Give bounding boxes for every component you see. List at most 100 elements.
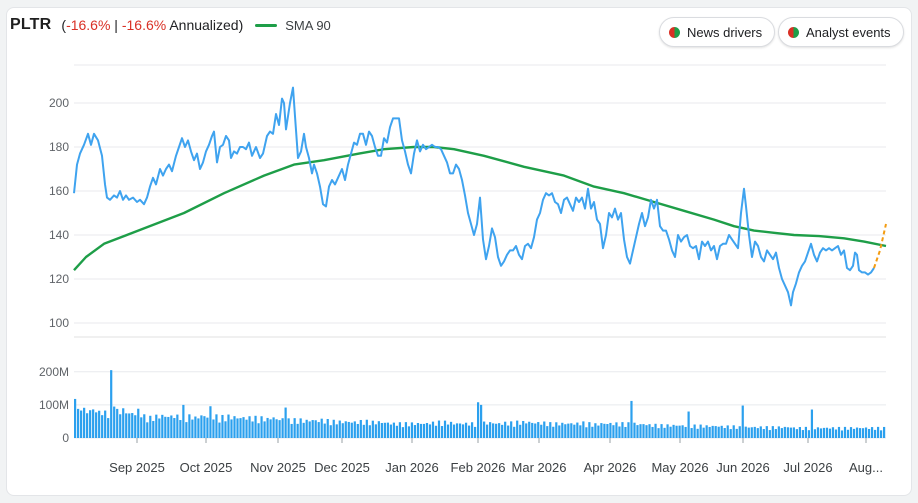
chart-header: PLTR (-16.6% | -16.6% Annualized) SMA 90 (10, 15, 331, 35)
volume-bar (831, 427, 835, 438)
volume-bar (519, 424, 522, 438)
volume-bar (134, 415, 137, 438)
x-tick-label: Oct 2025 (180, 460, 233, 475)
volume-bar (365, 419, 368, 438)
volume-bar (750, 427, 753, 438)
volume-bar (582, 421, 585, 438)
volume-bar (627, 422, 630, 438)
annualized-value: -16.6% (121, 17, 167, 33)
price-tick-label: 200 (49, 96, 69, 110)
volume-bar (525, 423, 528, 438)
volume-bar (744, 426, 747, 438)
volume-bar (314, 420, 317, 438)
volume-bar (254, 415, 257, 438)
volume-bar (167, 416, 170, 438)
x-tick-label: Feb 2026 (451, 460, 506, 475)
x-tick-label: Sep 2025 (109, 460, 165, 475)
volume-bar (119, 414, 122, 438)
volume-bar (753, 426, 756, 438)
volume-bar (425, 423, 429, 438)
volume-bar (663, 427, 666, 438)
volume-bar (567, 423, 570, 438)
volume-bar (146, 422, 149, 438)
volume-bar (428, 424, 432, 438)
volume-bar (579, 425, 582, 438)
volume-bar (473, 426, 477, 438)
volume-bar (392, 422, 395, 438)
volume-bar (476, 402, 480, 438)
news-drivers-label: News drivers (687, 24, 763, 40)
volume-bar (690, 428, 693, 438)
volume-bar (329, 425, 332, 438)
volume-bar (86, 413, 89, 438)
volume-bar (741, 405, 744, 438)
volume-bar (77, 408, 80, 438)
volume-bar (603, 423, 606, 438)
volume-bar (504, 421, 507, 438)
volume-bar (765, 426, 768, 438)
volume-bar (669, 426, 672, 438)
volume-bar (236, 418, 239, 438)
volume-bar (317, 422, 320, 438)
volume-bar (615, 422, 618, 438)
volume-bar (332, 419, 335, 438)
price-tick-label: 180 (49, 140, 69, 154)
analyst-events-button[interactable]: Analyst events (778, 17, 904, 47)
volume-bar (320, 418, 323, 438)
analyst-events-icon (788, 26, 799, 38)
volume-bar (693, 424, 696, 438)
volume-bar (591, 426, 594, 438)
sma-legend-swatch (255, 23, 278, 27)
volume-bar (293, 418, 296, 438)
volume-bar (780, 428, 783, 438)
volume-bar (83, 407, 86, 438)
volume-bar (558, 425, 561, 438)
volume-bar (585, 427, 588, 438)
volume-bar (876, 426, 880, 438)
volume-bar (215, 414, 218, 438)
volume-bar (696, 428, 699, 438)
volume-bar (645, 425, 648, 438)
volume-bar (711, 425, 714, 438)
volume-bar (212, 419, 215, 438)
volume-bar (510, 421, 513, 438)
volume-bar (870, 427, 874, 438)
volume-bar (185, 422, 188, 438)
volume-bar (678, 425, 681, 438)
volume-bar (113, 406, 116, 438)
sma-90-line (73, 145, 887, 272)
volume-bar (218, 422, 221, 438)
volume-bar (143, 414, 146, 438)
volume-bar (275, 419, 278, 438)
volume-bar (840, 430, 844, 438)
volume-bar (206, 417, 209, 438)
volume-bar (410, 422, 414, 438)
volume-bar (555, 422, 558, 438)
volume-bar (182, 404, 185, 438)
volume-bar (347, 421, 350, 438)
volume-bar (621, 422, 624, 438)
volume-bar (290, 423, 293, 438)
volume-bar (233, 416, 236, 438)
volume-bar (636, 425, 639, 438)
volume-bar (771, 426, 774, 438)
volume-bar (819, 428, 823, 438)
volume-bar (702, 427, 705, 438)
news-drivers-button[interactable]: News drivers (659, 17, 776, 47)
volume-bar (173, 418, 176, 438)
volume-bar (774, 429, 777, 438)
volume-bar (651, 426, 654, 438)
x-tick-label: May 2026 (651, 460, 708, 475)
volume-bar (618, 426, 621, 438)
price-tick-label: 140 (49, 228, 69, 242)
volume-bar (576, 422, 579, 438)
volume-bar (879, 430, 883, 438)
volume-bar (272, 417, 275, 438)
volume-bar (101, 415, 104, 438)
x-tick-label: Mar 2026 (512, 460, 567, 475)
volume-bar (368, 425, 371, 438)
volume-bar (176, 414, 179, 438)
volume-bar (131, 413, 134, 438)
volume-bar (723, 428, 726, 438)
volume-bar (672, 424, 675, 438)
